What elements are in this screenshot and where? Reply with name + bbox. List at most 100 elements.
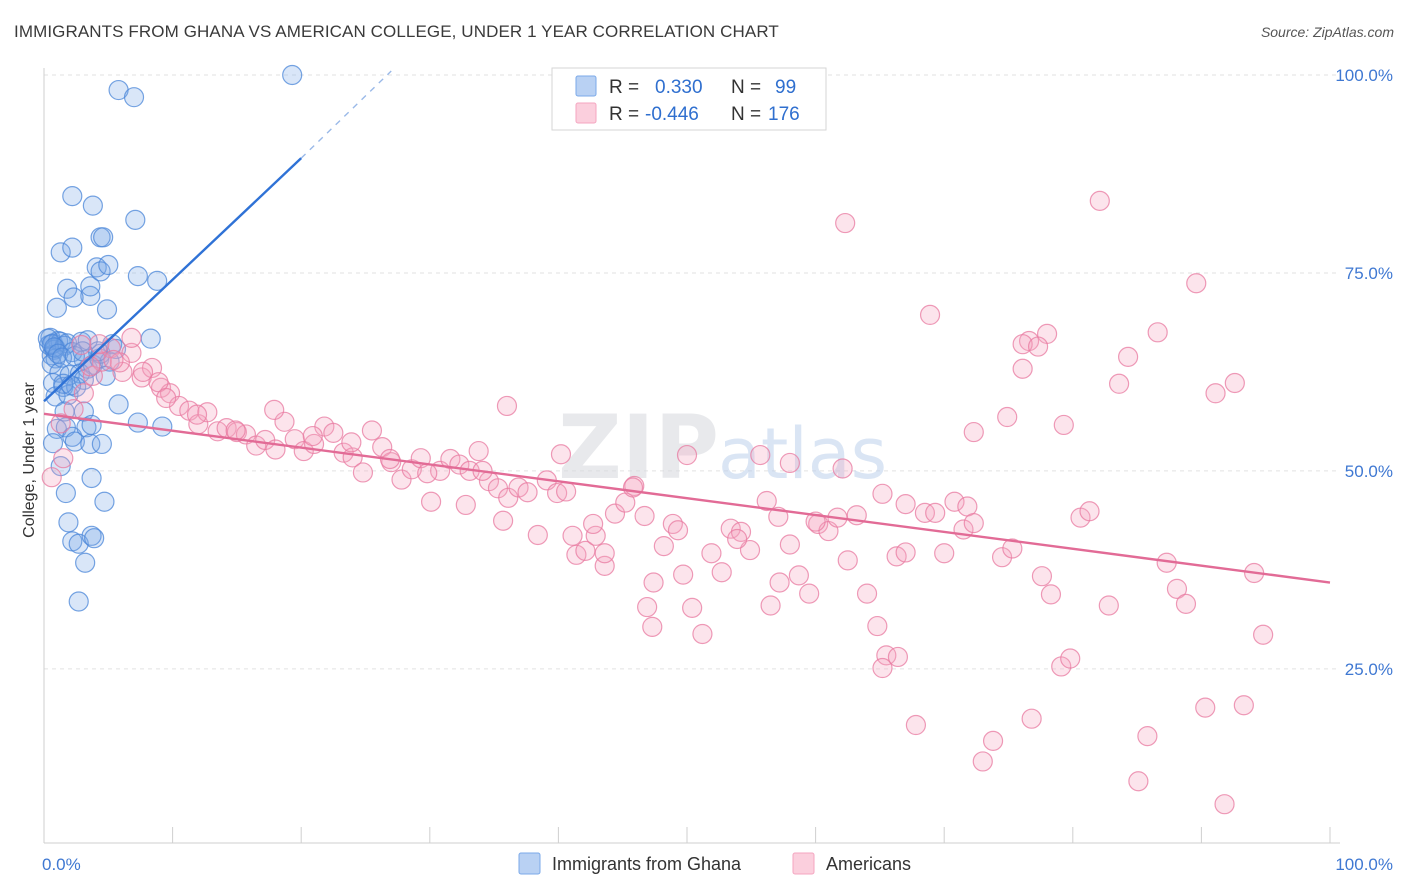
y-tick-label: 25.0%: [1345, 660, 1393, 679]
series-1: [41, 190, 1274, 815]
data-point: [1128, 771, 1149, 792]
trend-line-extension-0: [300, 70, 392, 159]
data-point: [1175, 593, 1197, 614]
data-point: [496, 395, 518, 417]
data-point: [108, 394, 129, 415]
data-point: [1233, 695, 1254, 716]
legend-n-value-americans: 176: [768, 104, 800, 125]
data-point: [634, 505, 655, 527]
data-point: [991, 547, 1013, 568]
data-point: [895, 494, 916, 515]
data-point: [905, 714, 927, 736]
data-point: [914, 502, 936, 523]
data-point: [727, 528, 748, 550]
y-tick-label: 50.0%: [1345, 462, 1393, 481]
data-point: [1031, 566, 1053, 587]
data-point: [372, 437, 393, 458]
data-point: [48, 343, 69, 364]
legend-n-label-ghana: N =: [731, 77, 761, 98]
data-point: [50, 413, 71, 434]
data-point: [887, 646, 909, 668]
data-point: [1214, 794, 1235, 815]
x-tick-label: 0.0%: [42, 855, 81, 874]
data-point: [41, 467, 62, 488]
x-tick-label: 100.0%: [1335, 855, 1393, 874]
legend-top-box: [551, 67, 827, 131]
data-point: [264, 399, 285, 421]
data-point: [643, 572, 664, 593]
data-point: [493, 510, 514, 531]
data-point: [1253, 624, 1274, 645]
data-point: [653, 535, 674, 557]
legend-swatch-americans: [575, 102, 597, 124]
data-point: [673, 564, 694, 585]
data-point: [1079, 501, 1100, 522]
watermark: ZIP atlas: [558, 396, 887, 499]
data-point: [71, 334, 92, 356]
grid-lines: 25.0% 50.0% 75.0% 100.0%: [44, 66, 1393, 679]
data-point: [341, 432, 362, 453]
data-point: [944, 491, 965, 512]
legend-top: R = 0.330 N = 99 R = -0.446 N = 176: [551, 67, 827, 131]
data-point: [80, 356, 101, 377]
trend-layer: [43, 70, 1331, 584]
data-point: [1224, 372, 1245, 394]
data-point: [517, 482, 538, 503]
data-point: [642, 616, 663, 637]
data-point: [147, 270, 168, 291]
data-point: [594, 543, 615, 564]
data-point: [925, 502, 946, 523]
chart-source: Source: ZipAtlas.com: [1260, 24, 1394, 40]
data-point: [550, 444, 572, 465]
data-point: [1002, 538, 1023, 559]
data-point: [132, 361, 154, 383]
data-point: [739, 539, 761, 561]
legend-bottom-swatch-americans: [792, 852, 815, 875]
data-point: [934, 543, 955, 564]
data-point: [46, 297, 67, 318]
data-point: [919, 304, 941, 326]
data-point: [455, 494, 476, 516]
data-point: [84, 528, 105, 549]
data-point: [750, 444, 771, 466]
data-point: [50, 242, 71, 263]
data-point: [55, 482, 76, 504]
data-point: [186, 404, 208, 425]
data-point: [562, 525, 583, 546]
trend-line-1: [43, 412, 1331, 584]
data-point: [51, 347, 73, 368]
data-point: [676, 444, 698, 466]
data-point: [468, 440, 489, 462]
data-point: [44, 337, 65, 358]
legend-bottom: Immigrants from Ghana Americans: [518, 852, 911, 875]
data-point: [323, 422, 344, 443]
data-point: [667, 520, 689, 541]
data-point: [68, 591, 89, 612]
data-point: [282, 64, 303, 86]
data-point: [832, 458, 853, 479]
trend-line-0: [43, 157, 303, 403]
data-point: [140, 328, 161, 349]
legend-bottom-swatch-ghana: [518, 852, 541, 875]
data-point: [1117, 346, 1139, 367]
chart-title: IMMIGRANTS FROM GHANA VS AMERICAN COLLEG…: [14, 22, 779, 41]
legend-r-label-ghana: R =: [609, 77, 639, 98]
data-point: [391, 469, 412, 490]
watermark-atlas: atlas: [718, 413, 887, 495]
y-axis-title: College, Under 1 year: [21, 382, 38, 538]
data-point: [121, 327, 142, 348]
data-point: [799, 583, 820, 604]
data-point: [96, 299, 118, 320]
legend-r-value-americans: -0.446: [645, 104, 699, 125]
data-point: [68, 533, 89, 554]
data-point: [82, 195, 103, 216]
data-point: [152, 416, 173, 437]
data-point: [127, 412, 148, 433]
legend-swatch-ghana: [575, 75, 597, 97]
data-point: [64, 431, 85, 452]
data-point: [89, 334, 110, 355]
data-point: [682, 597, 703, 618]
data-point: [80, 433, 101, 455]
data-point: [972, 751, 993, 772]
